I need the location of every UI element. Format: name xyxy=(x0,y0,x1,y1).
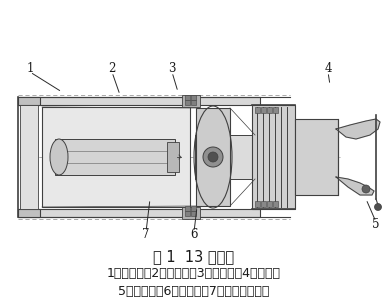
Bar xyxy=(20,105,38,209)
Text: 5一钩舌销；6一前从板；7一钩尾框托板。: 5一钩舌销；6一前从板；7一钩尾框托板。 xyxy=(118,285,270,298)
Circle shape xyxy=(362,185,370,193)
Bar xyxy=(185,100,190,105)
Bar xyxy=(185,211,190,216)
Text: 6: 6 xyxy=(190,228,198,242)
Text: 4: 4 xyxy=(324,63,332,76)
Bar xyxy=(182,95,200,107)
Bar xyxy=(55,139,175,175)
Bar xyxy=(18,97,40,105)
Bar xyxy=(267,107,272,113)
Bar xyxy=(273,107,278,113)
Text: 3: 3 xyxy=(168,63,176,76)
Text: 2: 2 xyxy=(108,63,116,76)
Text: 图 1  13 号车钩: 图 1 13 号车钩 xyxy=(153,249,235,264)
Bar xyxy=(255,201,260,207)
Bar xyxy=(18,209,40,217)
Bar xyxy=(267,201,272,207)
Ellipse shape xyxy=(50,139,68,175)
Bar xyxy=(18,209,260,217)
Polygon shape xyxy=(336,119,380,139)
Bar xyxy=(182,207,200,219)
Bar xyxy=(252,105,295,209)
Circle shape xyxy=(374,204,381,211)
Text: 5: 5 xyxy=(372,219,380,231)
Circle shape xyxy=(208,152,218,162)
Bar xyxy=(261,107,266,113)
Bar xyxy=(195,135,255,179)
Bar xyxy=(196,108,230,206)
Bar xyxy=(191,206,196,211)
Bar xyxy=(261,201,266,207)
Bar xyxy=(185,95,190,100)
Bar xyxy=(273,201,278,207)
Circle shape xyxy=(203,147,223,167)
Bar xyxy=(191,100,196,105)
Bar xyxy=(167,142,179,172)
Bar xyxy=(255,107,260,113)
Text: 1: 1 xyxy=(26,63,34,76)
Bar xyxy=(295,119,338,195)
Text: 1一钩尾框；2一缓冲器；3一钩尾销；4一钩舌；: 1一钩尾框；2一缓冲器；3一钩尾销；4一钩舌； xyxy=(107,267,281,280)
Bar xyxy=(191,211,196,216)
Text: 7: 7 xyxy=(142,228,150,242)
Bar xyxy=(42,107,190,207)
Bar xyxy=(191,95,196,100)
Polygon shape xyxy=(336,177,374,195)
Bar xyxy=(295,149,330,165)
Bar xyxy=(185,206,190,211)
Bar xyxy=(18,97,260,105)
